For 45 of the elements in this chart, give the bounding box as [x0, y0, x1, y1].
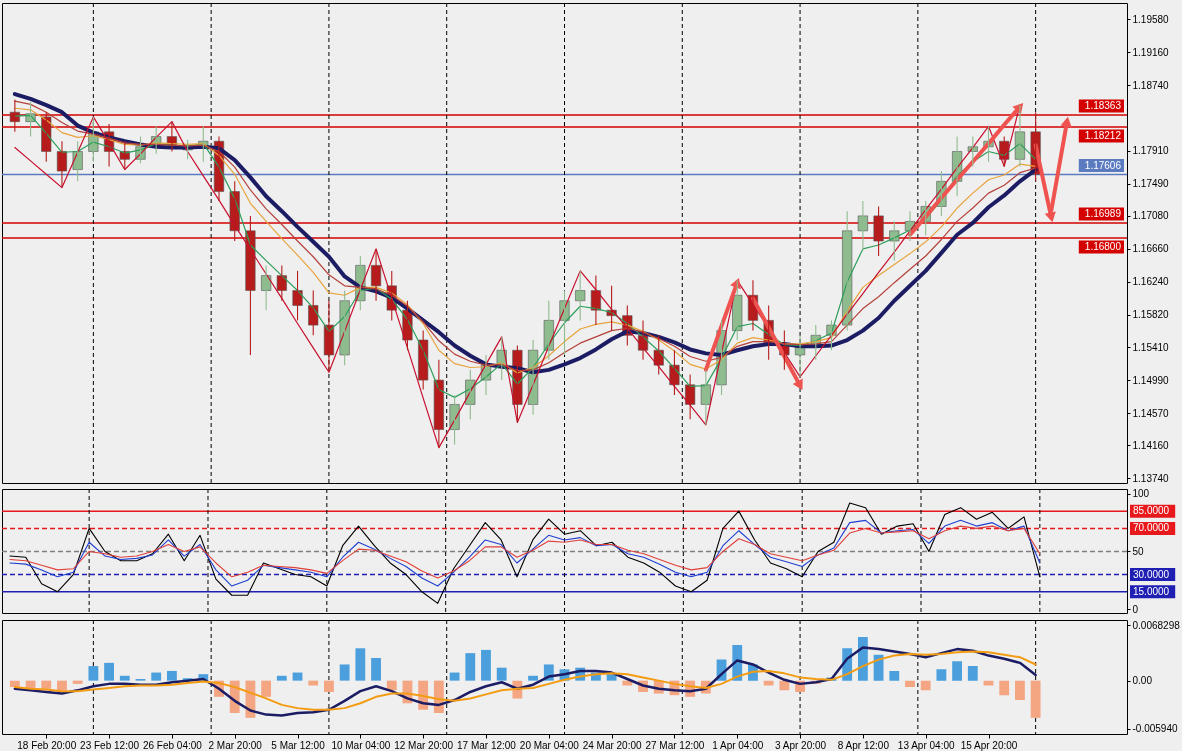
ref-line-label: 1.18363 — [1084, 100, 1122, 112]
y-tick-label: 50 — [1132, 545, 1145, 557]
y-tick-label: 0.00 — [1132, 675, 1153, 687]
x-tick-label: 15 Apr 20:00 — [960, 739, 1018, 751]
y-tick-label: 1.19580 — [1132, 14, 1170, 25]
x-tick-label: 3 Apr 20:00 — [774, 739, 827, 751]
ref-line-label: 1.17606 — [1084, 159, 1122, 171]
y-tick-label: 1.17490 — [1132, 178, 1170, 190]
ref-line-label: 30.0000 — [1133, 568, 1170, 580]
y-tick-label: 1.16240 — [1132, 276, 1170, 288]
ref-line-label: 1.18212 — [1084, 129, 1122, 141]
y-tick-label: 1.18740 — [1132, 79, 1170, 91]
x-tick-label: 20 Mar 04:00 — [519, 739, 580, 751]
ref-line-label: 85.0000 — [1133, 505, 1170, 517]
x-tick-label: 17 Mar 12:00 — [457, 739, 517, 751]
x-tick-label: 13 Apr 04:00 — [897, 739, 955, 751]
y-tick-label: 1.17080 — [1132, 210, 1170, 222]
y-tick-label: 1.13740 — [1132, 472, 1170, 484]
x-tick-label: 23 Feb 12:00 — [80, 739, 140, 751]
y-tick-label: -0.005940 — [1132, 723, 1178, 735]
x-tick-label: 18 Feb 20:00 — [17, 739, 77, 751]
x-tick-label: 2 Mar 20:00 — [208, 739, 263, 751]
x-tick-label: 10 Mar 04:00 — [331, 739, 391, 751]
ref-line-label: 1.16800 — [1084, 240, 1122, 252]
y-tick-label: 0 — [1132, 603, 1139, 615]
x-tick-label: 27 Mar 12:00 — [645, 739, 705, 751]
x-tick-label: 8 Apr 12:00 — [837, 739, 890, 751]
y-tick-label: 100 — [1132, 488, 1150, 500]
y-tick-label: 1.14990 — [1132, 374, 1170, 386]
y-tick-label: 1.15410 — [1132, 341, 1170, 353]
x-tick-label: 26 Feb 04:00 — [142, 739, 203, 751]
x-tick-label: 12 Mar 20:00 — [394, 739, 454, 751]
ref-line-label: 70.0000 — [1133, 522, 1170, 534]
ref-line-label: 1.16989 — [1084, 208, 1122, 220]
y-tick-label: 1.16660 — [1132, 243, 1170, 255]
x-tick-label: 1 Apr 04:00 — [712, 739, 764, 751]
x-tick-label: 5 Mar 12:00 — [271, 739, 326, 751]
y-tick-label: 1.14570 — [1132, 407, 1170, 419]
y-tick-label: 1.14160 — [1132, 439, 1170, 451]
y-tick-label: 1.17910 — [1132, 145, 1170, 157]
y-tick-label: 1.15820 — [1132, 309, 1170, 321]
x-tick-label: 24 Mar 20:00 — [582, 739, 643, 751]
ref-line-label: 15.0000 — [1133, 585, 1170, 597]
y-tick-label: 1.19160 — [1132, 46, 1170, 58]
y-tick-label: 0.0068298 — [1132, 619, 1181, 631]
